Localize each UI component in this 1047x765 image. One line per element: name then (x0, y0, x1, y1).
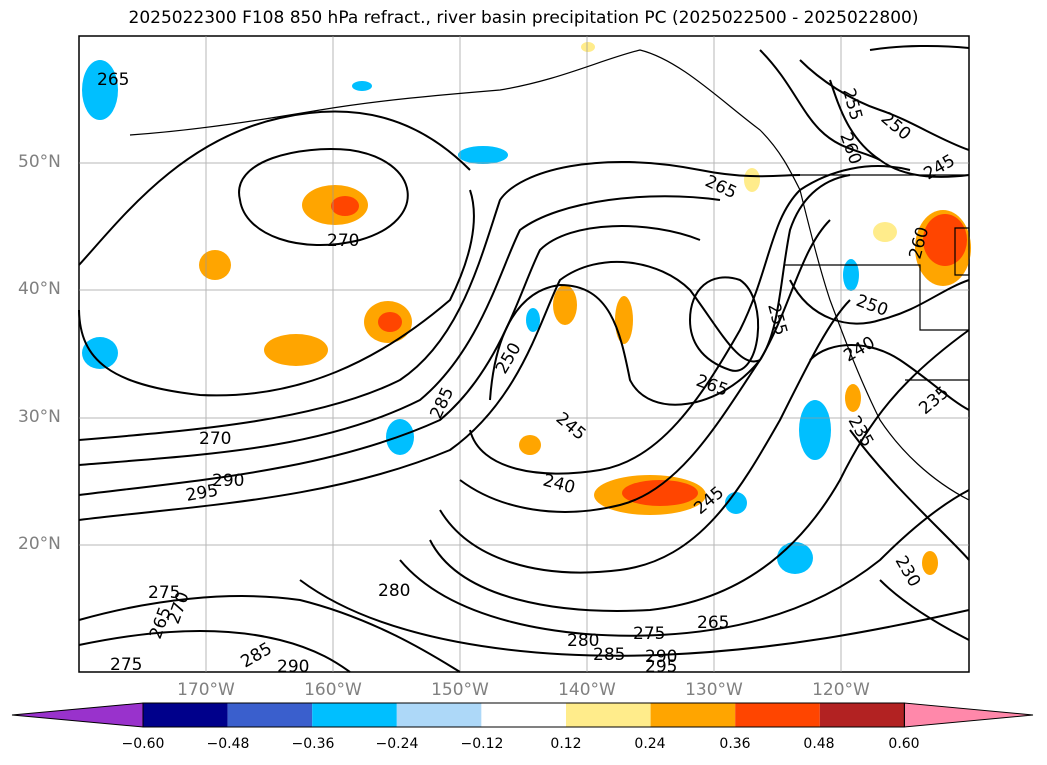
contour-label: 275 (110, 655, 142, 675)
colorbar-tick-label: 0.36 (719, 736, 751, 752)
shade-light-warm (744, 168, 760, 192)
colorbar-frame (142, 702, 905, 728)
contour-label: 290 (212, 471, 244, 491)
lat-tick-label: 40°N (18, 279, 61, 299)
contour-label: 270 (327, 231, 359, 251)
colorbar-tick-label: 0.48 (803, 736, 835, 752)
colorbar-cell (819, 703, 905, 727)
contour-label: 285 (593, 645, 625, 665)
colorbar-cell (143, 703, 228, 727)
shade-cool (82, 337, 118, 369)
lon-tick-label: 120°W (812, 680, 870, 700)
shade-cool (352, 81, 372, 91)
shade-cool (799, 400, 831, 460)
shade-warm (922, 551, 938, 575)
colorbar-cell (650, 703, 736, 727)
map-frame (78, 35, 970, 673)
colorbar-extend-low (11, 702, 144, 728)
lat-tick-label: 50°N (18, 152, 61, 172)
colorbar-cell (396, 703, 482, 727)
contour-label: 265 (697, 613, 729, 633)
gridlines (79, 36, 969, 672)
lon-tick-label: 150°W (431, 680, 489, 700)
contour-label: 270 (199, 429, 231, 449)
colorbar-extend-high (903, 702, 1034, 728)
colorbar (11, 702, 1034, 728)
lon-tick-label: 140°W (558, 680, 616, 700)
contour-label: 275 (633, 624, 665, 644)
contour-label: 275 (148, 583, 180, 603)
shade-warm (264, 334, 328, 366)
colorbar-cell (227, 703, 313, 727)
shade-warm (519, 435, 541, 455)
contour-label: 290 (645, 647, 677, 667)
refractivity-contours (78, 44, 970, 673)
shade-warm (615, 296, 633, 344)
shade-hot (331, 196, 359, 216)
colorbar-tick-label: −0.24 (375, 736, 419, 752)
contour-label: 280 (378, 581, 410, 601)
colorbar-tick-label: −0.60 (121, 736, 165, 752)
colorbar-tick-label: 0.60 (888, 736, 920, 752)
contour-label: 295 (645, 657, 677, 677)
colorbar-tick-label: −0.48 (206, 736, 250, 752)
colorbar-tick-label: −0.12 (460, 736, 504, 752)
contour-label: 290 (277, 657, 309, 677)
coastlines (129, 49, 970, 501)
lon-tick-label: 170°W (177, 680, 235, 700)
lat-tick-label: 30°N (18, 407, 61, 427)
shade-hot (378, 312, 402, 332)
contour-label: 265 (97, 70, 129, 90)
colorbar-cell (735, 703, 820, 727)
shade-warm (845, 384, 861, 412)
shade-cool (843, 259, 859, 291)
colorbar-tick-label: 0.12 (550, 736, 582, 752)
colorbar-cell (481, 703, 566, 727)
colorbar-tick-label: 0.24 (634, 736, 666, 752)
colorbar-cell (566, 703, 651, 727)
shade-light-warm (873, 222, 897, 242)
shade-light-warm (581, 42, 595, 52)
lon-tick-label: 130°W (685, 680, 743, 700)
precip-shading (82, 42, 971, 575)
shade-cool (82, 60, 118, 120)
contour-label: 280 (567, 631, 599, 651)
lat-tick-label: 20°N (18, 534, 61, 554)
shade-warm (553, 285, 577, 325)
shade-hot (923, 214, 967, 266)
shade-hot (622, 480, 698, 506)
shade-cool (777, 542, 813, 574)
shade-cool (526, 308, 540, 332)
shade-warm (199, 250, 231, 280)
colorbar-cell (312, 703, 397, 727)
colorbar-tick-label: −0.36 (291, 736, 335, 752)
lon-tick-label: 160°W (304, 680, 362, 700)
shade-cool (458, 146, 508, 164)
chart-title: 2025022300 F108 850 hPa refract., river … (128, 8, 919, 28)
